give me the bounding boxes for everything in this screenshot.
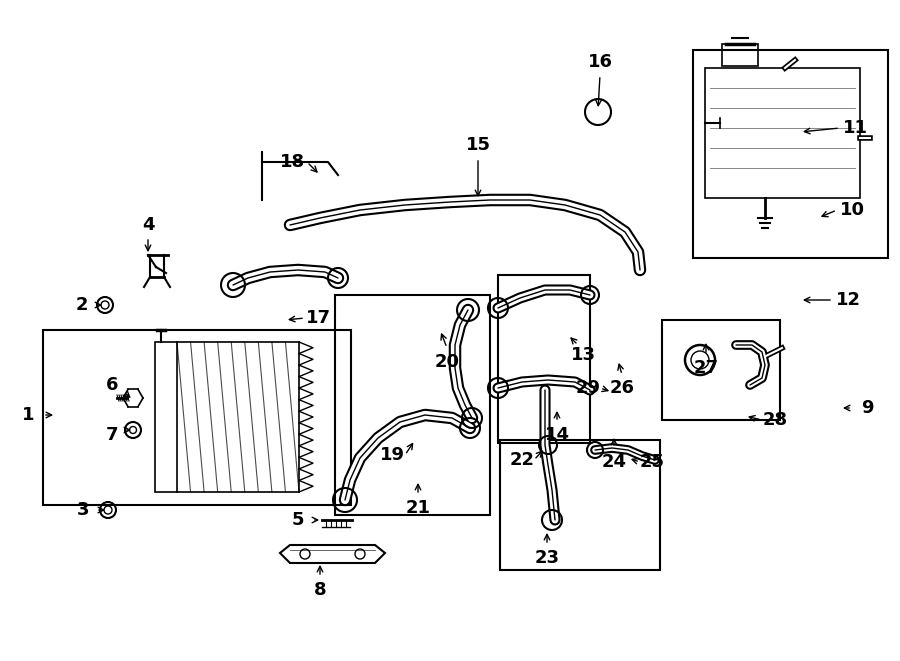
Bar — [722, 44, 758, 66]
Text: 29: 29 — [575, 379, 600, 397]
Text: 23: 23 — [535, 549, 560, 567]
Text: 21: 21 — [406, 499, 430, 517]
Text: 18: 18 — [281, 153, 306, 171]
Text: 8: 8 — [314, 581, 327, 599]
Text: 10: 10 — [840, 201, 865, 219]
Text: 25: 25 — [640, 453, 664, 471]
Text: 13: 13 — [571, 346, 596, 364]
Text: 16: 16 — [588, 53, 613, 71]
Text: 27: 27 — [694, 359, 718, 377]
Text: 24: 24 — [601, 453, 626, 471]
Bar — [335, 295, 490, 515]
Text: 15: 15 — [465, 136, 491, 154]
Bar — [155, 342, 177, 492]
Text: 14: 14 — [544, 426, 570, 444]
Bar — [500, 440, 660, 570]
Text: 22: 22 — [509, 451, 535, 469]
Text: 9: 9 — [860, 399, 873, 417]
Text: 20: 20 — [435, 353, 460, 371]
Text: 7: 7 — [106, 426, 118, 444]
Text: 19: 19 — [380, 446, 404, 464]
Text: 11: 11 — [842, 119, 868, 137]
Bar — [498, 275, 590, 443]
Text: 28: 28 — [762, 411, 788, 429]
Text: 4: 4 — [142, 216, 154, 234]
Text: 6: 6 — [106, 376, 118, 394]
Text: 17: 17 — [305, 309, 330, 327]
Bar — [43, 330, 351, 505]
Text: 26: 26 — [609, 379, 634, 397]
Text: 5: 5 — [292, 511, 304, 529]
Bar — [662, 320, 780, 420]
Text: 12: 12 — [835, 291, 860, 309]
Bar — [705, 68, 860, 198]
Text: 1: 1 — [22, 406, 34, 424]
Bar — [693, 50, 888, 258]
Text: 3: 3 — [76, 501, 89, 519]
Text: 2: 2 — [76, 296, 88, 314]
